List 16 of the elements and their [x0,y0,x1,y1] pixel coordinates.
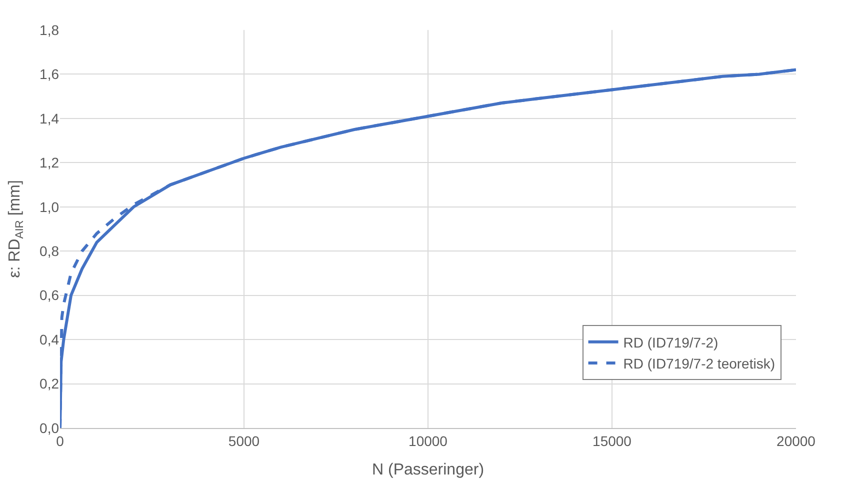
x-tick-label: 20000 [776,432,816,449]
x-axis-title: N (Passeringer) [372,462,484,478]
y-tick-label: 1,8 [40,22,60,38]
y-tick-label: 0,2 [40,376,60,392]
x-tick-label: 15000 [592,432,632,449]
y-tick-label: 1,0 [40,198,60,215]
y-tick-label: 0,4 [40,331,60,348]
legend-label: RD (ID719/7-2) [623,334,718,350]
y-tick-label: 1,2 [40,154,60,171]
y-tick-label: 0,6 [40,287,60,304]
y-tick-label: 1,6 [40,66,60,82]
x-tick-label: 10000 [408,432,448,449]
y-tick-label: 1,4 [40,110,60,126]
legend-label: RD (ID719/7-2 teoretisk) [623,356,775,372]
x-tick-label: 5000 [228,432,260,449]
y-tick-label: 0,8 [40,243,60,260]
